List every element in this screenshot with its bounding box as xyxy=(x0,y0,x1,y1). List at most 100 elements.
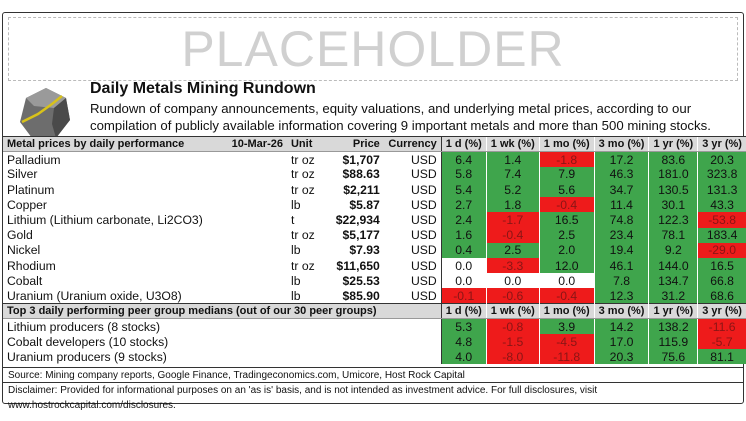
rock-logo-icon xyxy=(20,88,70,138)
perf-cell: 34.7 xyxy=(593,182,649,198)
price: $5,177 xyxy=(342,228,380,243)
perf-cell: 7.9 xyxy=(538,166,595,183)
perf-cell: 2.7 xyxy=(440,197,487,213)
perf-cell: -8.0 xyxy=(485,349,540,365)
metal-name: Uranium (Uranium oxide, U3O8) xyxy=(7,288,182,303)
column-header: 1 yr (%) xyxy=(648,303,698,320)
report-subtitle: Rundown of company announcements, equity… xyxy=(90,101,711,133)
perf-cell: 5.8 xyxy=(440,166,487,183)
perf-cell: 0.4 xyxy=(440,242,487,258)
perf-cell: 74.8 xyxy=(593,212,649,228)
metal-row: Gold tr oz $5,177 USD 1.6 -0.4 2.5 23.4 78.1 183.… xyxy=(3,227,746,243)
perf-cell: 75.6 xyxy=(648,349,698,365)
perf-cell: 68.6 xyxy=(697,288,746,304)
perf-cell: 115.9 xyxy=(648,333,698,350)
column-header: 1 d (%) xyxy=(440,135,487,153)
perf-cell: 19.4 xyxy=(593,242,649,258)
perf-cell: 78.1 xyxy=(648,227,698,243)
perf-cell: 43.3 xyxy=(697,197,746,213)
perf-cell: -4.5 xyxy=(538,333,595,350)
unit: t xyxy=(290,213,295,228)
perf-cell: 2.0 xyxy=(538,242,595,258)
column-header: 3 mo (%) xyxy=(593,135,649,153)
price: $11,650 xyxy=(336,258,380,273)
column-header: 3 yr (%) xyxy=(697,135,746,153)
perf-cell: 12.0 xyxy=(538,258,595,274)
perf-cell: -5.7 xyxy=(697,333,746,350)
perf-cell: 46.1 xyxy=(593,258,649,274)
currency: USD xyxy=(410,152,437,167)
currency: USD xyxy=(410,258,437,273)
metal-name: Silver xyxy=(7,167,38,182)
disclaimer-note: Disclaimer: Provided for informational p… xyxy=(3,382,743,411)
column-header: 1 mo (%) xyxy=(538,135,595,153)
price: $88.63 xyxy=(342,167,380,182)
perf-cell: 7.8 xyxy=(593,273,649,289)
perf-cell: 5.4 xyxy=(440,182,487,198)
perf-cell: -0.4 xyxy=(485,227,540,243)
metal-name: Palladium xyxy=(7,152,61,167)
metals-header-row: Metal prices by daily performance 10-Mar-… xyxy=(3,135,746,153)
perf-cell: 144.0 xyxy=(648,258,698,274)
metal-name: Platinum xyxy=(7,182,55,197)
perf-cell: 30.1 xyxy=(648,197,698,213)
perf-cell: 183.4 xyxy=(697,227,746,243)
perf-cell: 2.5 xyxy=(538,227,595,243)
perf-cell: 5.6 xyxy=(538,182,595,198)
perf-cell: 1.4 xyxy=(485,151,540,167)
perf-cell: 2.4 xyxy=(440,212,487,228)
perf-cell: 1.6 xyxy=(440,227,487,243)
metal-name: Cobalt xyxy=(7,273,43,288)
column-header: 1 wk (%) xyxy=(485,135,540,153)
currency: USD xyxy=(410,273,437,288)
perf-cell: 81.1 xyxy=(697,349,746,365)
perf-cell: 20.3 xyxy=(697,151,746,167)
perf-cell: 2.5 xyxy=(485,242,540,258)
report-title: Daily Metals Mining Rundown xyxy=(90,80,316,97)
perf-cell: 14.2 xyxy=(593,318,649,334)
metal-row: Cobalt lb $25.53 USD 0.0 0.0 0.0 7.8 134.7 66.8 xyxy=(3,273,746,289)
column-header: 1 mo (%) xyxy=(538,303,595,320)
perf-cell: 16.5 xyxy=(538,212,595,228)
metal-row: Platinum tr oz $2,211 USD 5.4 5.2 5.6 34.7 130.5… xyxy=(3,182,746,198)
unit: tr oz xyxy=(290,152,315,167)
perf-cell: 20.3 xyxy=(593,349,649,365)
metal-row: Uranium (Uranium oxide, U3O8) lb $85.90 USD… xyxy=(3,288,746,304)
column-header: Top 3 daily performing peer group median… xyxy=(3,303,442,320)
perf-cell: -3.3 xyxy=(485,258,540,274)
perf-cell: -0.4 xyxy=(538,197,595,213)
metals-table: Metal prices by daily performance 10-Mar-… xyxy=(3,135,746,365)
source-note: Source: Mining company reports, Google F… xyxy=(3,367,743,382)
perf-cell: 138.2 xyxy=(648,318,698,334)
column-header: Metal prices by daily performance xyxy=(3,135,228,153)
perf-cell: 17.0 xyxy=(593,333,649,350)
price: $85.90 xyxy=(342,288,380,303)
perf-cell: -0.6 xyxy=(485,288,540,304)
metal-row: Rhodium tr oz $11,650 USD 0.0 -3.3 12.0 46.1 144… xyxy=(3,258,746,274)
perf-cell: 131.3 xyxy=(697,182,746,198)
perf-cell: 134.7 xyxy=(648,273,698,289)
unit: lb xyxy=(290,197,301,212)
metal-row: Palladium tr oz $1,707 USD 6.4 1.4 -1.8 17.2 83.… xyxy=(3,151,746,167)
perf-cell: 6.4 xyxy=(440,151,487,167)
currency: USD xyxy=(410,213,437,228)
unit: lb xyxy=(290,243,301,258)
unit: tr oz xyxy=(290,258,315,273)
perf-cell: -0.4 xyxy=(538,288,595,304)
perf-cell: 0.0 xyxy=(440,273,487,289)
perf-cell: 17.2 xyxy=(593,151,649,167)
price: $22,934 xyxy=(335,213,380,228)
perf-cell: 66.8 xyxy=(697,273,746,289)
perf-cell: -1.5 xyxy=(485,333,540,350)
perf-cell: -11.8 xyxy=(538,349,595,365)
metal-name: Gold xyxy=(7,228,33,243)
unit: tr oz xyxy=(290,228,315,243)
peer-row: Cobalt developers (10 stocks) 4.8 -1.5 -4.5… xyxy=(3,333,746,350)
unit: lb xyxy=(290,273,301,288)
perf-cell: 1.8 xyxy=(485,197,540,213)
metal-name: Copper xyxy=(7,197,47,212)
perf-cell: -53.8 xyxy=(697,212,746,228)
perf-cell: 122.3 xyxy=(648,212,698,228)
peer-name: Uranium producers (9 stocks) xyxy=(7,349,167,364)
perf-cell: 3.9 xyxy=(538,318,595,334)
